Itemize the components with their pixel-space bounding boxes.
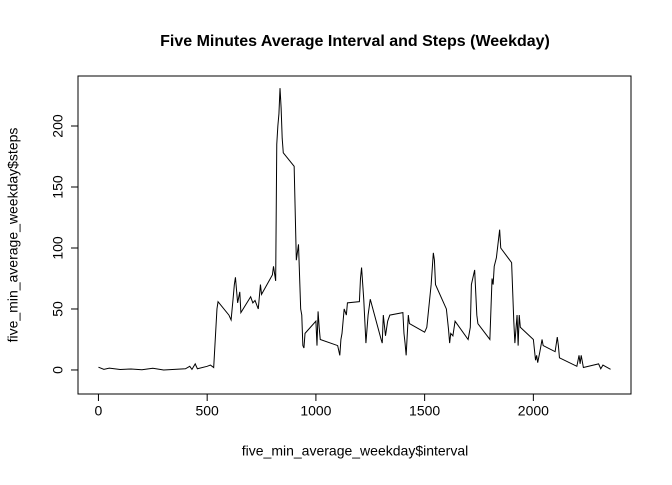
y-tick-label: 50 — [50, 301, 66, 317]
x-tick-label: 0 — [95, 403, 103, 419]
x-tick-label: 500 — [195, 403, 219, 419]
data-line — [98, 88, 611, 371]
x-axis-label: five_min_average_weekday$interval — [242, 443, 468, 459]
y-tick-label: 200 — [50, 114, 66, 138]
y-axis-label: five_min_average_weekday$steps — [5, 128, 21, 343]
x-tick-label: 2000 — [518, 403, 549, 419]
x-tick-label: 1000 — [300, 403, 331, 419]
x-tick-label: 1500 — [409, 403, 440, 419]
y-tick-label: 150 — [50, 175, 66, 199]
y-tick-label: 100 — [50, 236, 66, 260]
y-tick-label: 0 — [50, 366, 66, 374]
chart-title: Five Minutes Average Interval and Steps … — [160, 33, 550, 50]
